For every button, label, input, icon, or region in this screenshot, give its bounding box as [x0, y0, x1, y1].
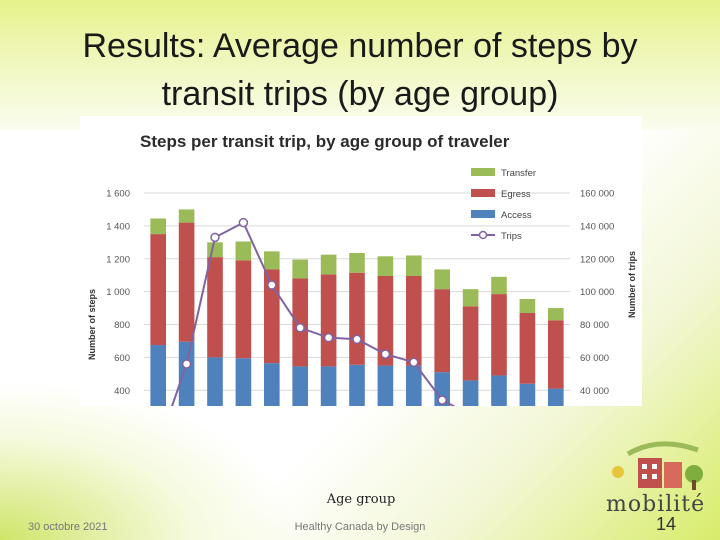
- bar-egress-45-49: [377, 276, 394, 366]
- y-tick-label: 600: [114, 353, 130, 364]
- bar-egress-50-54: [405, 276, 422, 366]
- chart-panel: Steps per transit trip, by age group of …: [80, 116, 642, 406]
- y2-axis-title: Number of trips: [627, 251, 637, 318]
- bar-access->75: [547, 388, 564, 406]
- legend-label-transfer: Transfer: [501, 168, 536, 179]
- trips-point-35-39: [323, 332, 334, 343]
- bar-transfer-25-29: [263, 251, 280, 270]
- bar-transfer-65-69: [491, 276, 507, 295]
- bar-access-20-24: [235, 358, 252, 406]
- slide-title: Results: Average number of steps by tran…: [82, 27, 638, 113]
- logo-text: mobilité: [606, 492, 706, 517]
- bar-egress-40-44: [349, 272, 365, 365]
- legend-label-trips: Trips: [501, 231, 522, 242]
- legend-marker-trips: [478, 230, 488, 240]
- y-tick-label: 1 200: [106, 254, 130, 265]
- bar-access-65-69: [491, 375, 507, 406]
- bar-access-45-49: [377, 365, 394, 406]
- y2-tick-label: 100 000: [580, 287, 614, 298]
- bar-access-70-74: [519, 383, 536, 406]
- trips-point-40-44: [352, 334, 362, 345]
- legend-swatch-egress: [471, 189, 495, 197]
- bar-egress-20-24: [235, 260, 252, 359]
- bar-transfer-5-9: [150, 218, 167, 235]
- legend-swatch-access: [471, 210, 495, 218]
- y-axis-title: Number of steps: [87, 289, 97, 360]
- y-tick-label: 1 600: [106, 189, 130, 200]
- bar-egress-10-14: [178, 222, 195, 342]
- trips-point-10-14: [181, 359, 192, 369]
- bar-transfer-60-64: [462, 289, 479, 307]
- y-tick-label: 400: [114, 386, 130, 397]
- trips-point-25-29: [267, 280, 277, 290]
- bar-egress-30-34: [292, 278, 309, 367]
- y2-tick-label: 40 000: [580, 386, 609, 397]
- bar-egress-25-29: [263, 269, 280, 364]
- bar-egress->75: [547, 320, 564, 389]
- bar-access-50-54: [405, 365, 422, 406]
- footer-date: 30 octobre 2021: [28, 521, 108, 533]
- bar-transfer-55-59: [434, 269, 451, 290]
- legend-swatch-transfer: [471, 168, 495, 176]
- bar-access-35-39: [320, 366, 337, 406]
- bar-transfer-70-74: [519, 299, 536, 313]
- y2-tick-label: 120 000: [580, 254, 614, 265]
- y2-tick-label: 160 000: [580, 189, 614, 200]
- y2-tick-label: 140 000: [580, 221, 614, 232]
- slide-background-accent: [0, 380, 300, 540]
- bar-access-60-64: [462, 380, 479, 406]
- bar-egress-65-69: [491, 294, 507, 376]
- x-axis-title: Age group: [326, 492, 396, 507]
- trips-point-15-19: [210, 232, 220, 243]
- bar-transfer-20-24: [235, 241, 252, 261]
- bar-access-10-14: [178, 341, 195, 406]
- trips-point-20-24: [238, 217, 249, 228]
- bar-transfer-45-49: [377, 256, 394, 277]
- bar-transfer-50-54: [405, 255, 422, 277]
- y-tick-label: 1 400: [106, 221, 130, 232]
- footer-organization: Healthy Canada by Design: [294, 521, 426, 533]
- bar-egress-15-19: [207, 257, 223, 358]
- bar-transfer-15-19: [207, 242, 223, 258]
- trips-point-55-59: [437, 395, 447, 405]
- bar-transfer-10-14: [178, 209, 195, 223]
- page-number: 14: [655, 514, 677, 534]
- bar-egress-55-59: [434, 289, 451, 373]
- bar-access-5-9: [150, 345, 167, 406]
- trips-point-30-34: [295, 323, 305, 333]
- legend-label-access: Access: [501, 210, 532, 221]
- legend-label-egress: Egress: [501, 189, 531, 200]
- bar-egress-35-39: [320, 274, 337, 367]
- y2-tick-label: 60 000: [580, 353, 609, 364]
- y-tick-label: 800: [114, 320, 130, 331]
- bar-egress-60-64: [462, 306, 479, 381]
- mobilite-logo-icon: [612, 441, 703, 490]
- bar-access-40-44: [349, 364, 365, 406]
- trips-point-45-49: [380, 349, 391, 359]
- bar-transfer-35-39: [320, 254, 337, 275]
- steps-chart: Steps per transit trip, by age group of …: [87, 132, 637, 406]
- bar-egress-5-9: [150, 234, 167, 346]
- chart-title: Steps per transit trip, by age group of …: [140, 132, 510, 151]
- bar-access-15-19: [207, 357, 223, 406]
- bar-access-30-34: [292, 366, 309, 406]
- bar-transfer->75: [547, 308, 564, 321]
- bar-access-25-29: [263, 363, 280, 406]
- slide-background-top: [0, 0, 720, 130]
- bar-transfer-30-34: [292, 259, 309, 279]
- y-tick-label: 1 000: [106, 287, 130, 298]
- bar-egress-70-74: [519, 312, 536, 384]
- bar-transfer-40-44: [349, 252, 365, 273]
- y2-tick-label: 80 000: [580, 320, 609, 331]
- trips-point-50-54: [409, 357, 419, 368]
